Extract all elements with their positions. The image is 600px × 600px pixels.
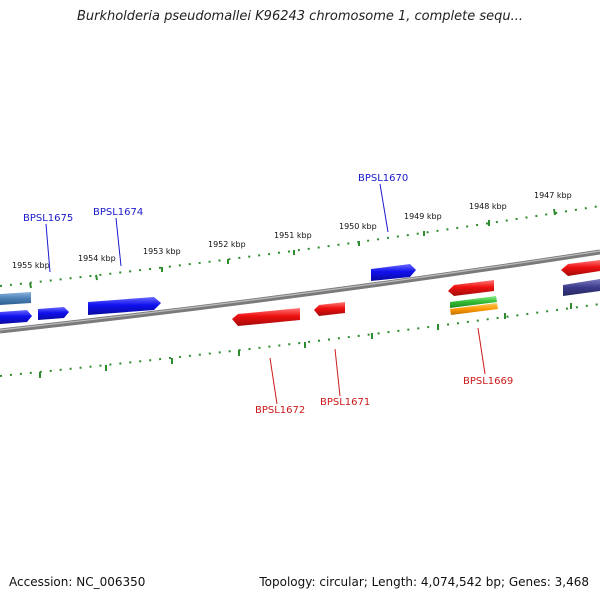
scale-label-1950: 1950 kbp xyxy=(339,222,377,231)
label-bpsl1669[interactable]: BPSL1669 xyxy=(463,376,513,387)
upper-scale-major-ticks xyxy=(29,208,556,289)
leader-bpsl1672 xyxy=(269,357,278,405)
scale-label-1951: 1951 kbp xyxy=(274,231,312,240)
gene-bpsl1670[interactable] xyxy=(371,264,416,281)
chromosome-backbone xyxy=(0,249,600,334)
scale-label-1947: 1947 kbp xyxy=(534,191,572,200)
lower-scale-major-ticks xyxy=(39,303,572,378)
scale-label-1952: 1952 kbp xyxy=(208,240,246,249)
gene-steelblue-left[interactable] xyxy=(0,292,31,305)
leader-bpsl1671 xyxy=(334,348,341,397)
gene-bpsl1671[interactable] xyxy=(314,302,345,316)
scale-label-1955: 1955 kbp xyxy=(12,261,50,270)
scale-label-1949: 1949 kbp xyxy=(404,212,442,221)
gene-green-strip[interactable] xyxy=(450,296,497,308)
map-title: Burkholderia pseudomallei K96243 chromos… xyxy=(76,9,524,24)
gene-bpsl1675[interactable] xyxy=(38,307,69,320)
leader-bpsl1674 xyxy=(115,217,122,267)
chromosome-backbone-highlight xyxy=(0,250,600,331)
lower-scale-dots xyxy=(0,303,600,377)
gene-bpsl1672[interactable] xyxy=(232,308,300,326)
label-bpsl1671[interactable]: BPSL1671 xyxy=(320,397,370,408)
topology-summary: Topology: circular; Length: 4,074,542 bp… xyxy=(259,575,589,589)
gene-bpsl1669[interactable] xyxy=(448,280,494,296)
gene-red-right[interactable] xyxy=(561,260,600,276)
accession-text: Accession: NC_006350 xyxy=(9,575,146,589)
scale-label-1953: 1953 kbp xyxy=(143,247,181,256)
leader-bpsl1669 xyxy=(477,327,486,375)
scale-label-1954: 1954 kbp xyxy=(78,254,116,263)
gene-orange-strip[interactable] xyxy=(450,303,498,315)
leader-bpsl1675 xyxy=(45,223,51,273)
upper-scale-dots xyxy=(0,205,600,287)
label-bpsl1670[interactable]: BPSL1670 xyxy=(358,173,408,184)
leader-bpsl1670 xyxy=(379,183,389,233)
label-bpsl1674[interactable]: BPSL1674 xyxy=(93,207,143,218)
label-bpsl1675[interactable]: BPSL1675 xyxy=(23,213,73,224)
gene-blue-left[interactable] xyxy=(0,310,32,324)
gene-navy-right[interactable] xyxy=(563,279,600,296)
scale-label-1948: 1948 kbp xyxy=(469,202,507,211)
gene-bpsl1674[interactable] xyxy=(88,297,161,315)
label-bpsl1672[interactable]: BPSL1672 xyxy=(255,405,305,416)
